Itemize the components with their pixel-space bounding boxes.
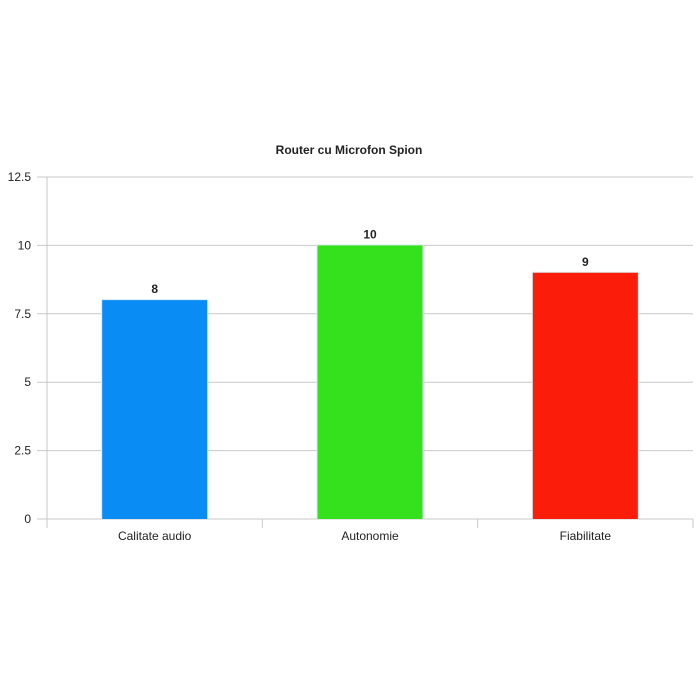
y-tick-label: 0 bbox=[24, 512, 31, 526]
y-tick-label: 5 bbox=[24, 375, 31, 389]
chart-title: Router cu Microfon Spion bbox=[276, 143, 423, 157]
x-tick-label: Calitate audio bbox=[118, 529, 192, 543]
x-tick-label: Autonomie bbox=[341, 529, 399, 543]
x-tick-label: Fiabilitate bbox=[560, 529, 612, 543]
bar bbox=[102, 300, 208, 519]
data-label: 10 bbox=[363, 227, 377, 241]
data-label: 9 bbox=[582, 255, 589, 269]
bar bbox=[532, 272, 638, 519]
bar bbox=[317, 245, 423, 519]
y-tick-label: 10 bbox=[18, 238, 32, 252]
data-label: 8 bbox=[151, 282, 158, 296]
y-tick-label: 12.5 bbox=[8, 170, 32, 184]
y-tick-label: 2.5 bbox=[14, 444, 31, 458]
y-tick-label: 7.5 bbox=[14, 307, 31, 321]
